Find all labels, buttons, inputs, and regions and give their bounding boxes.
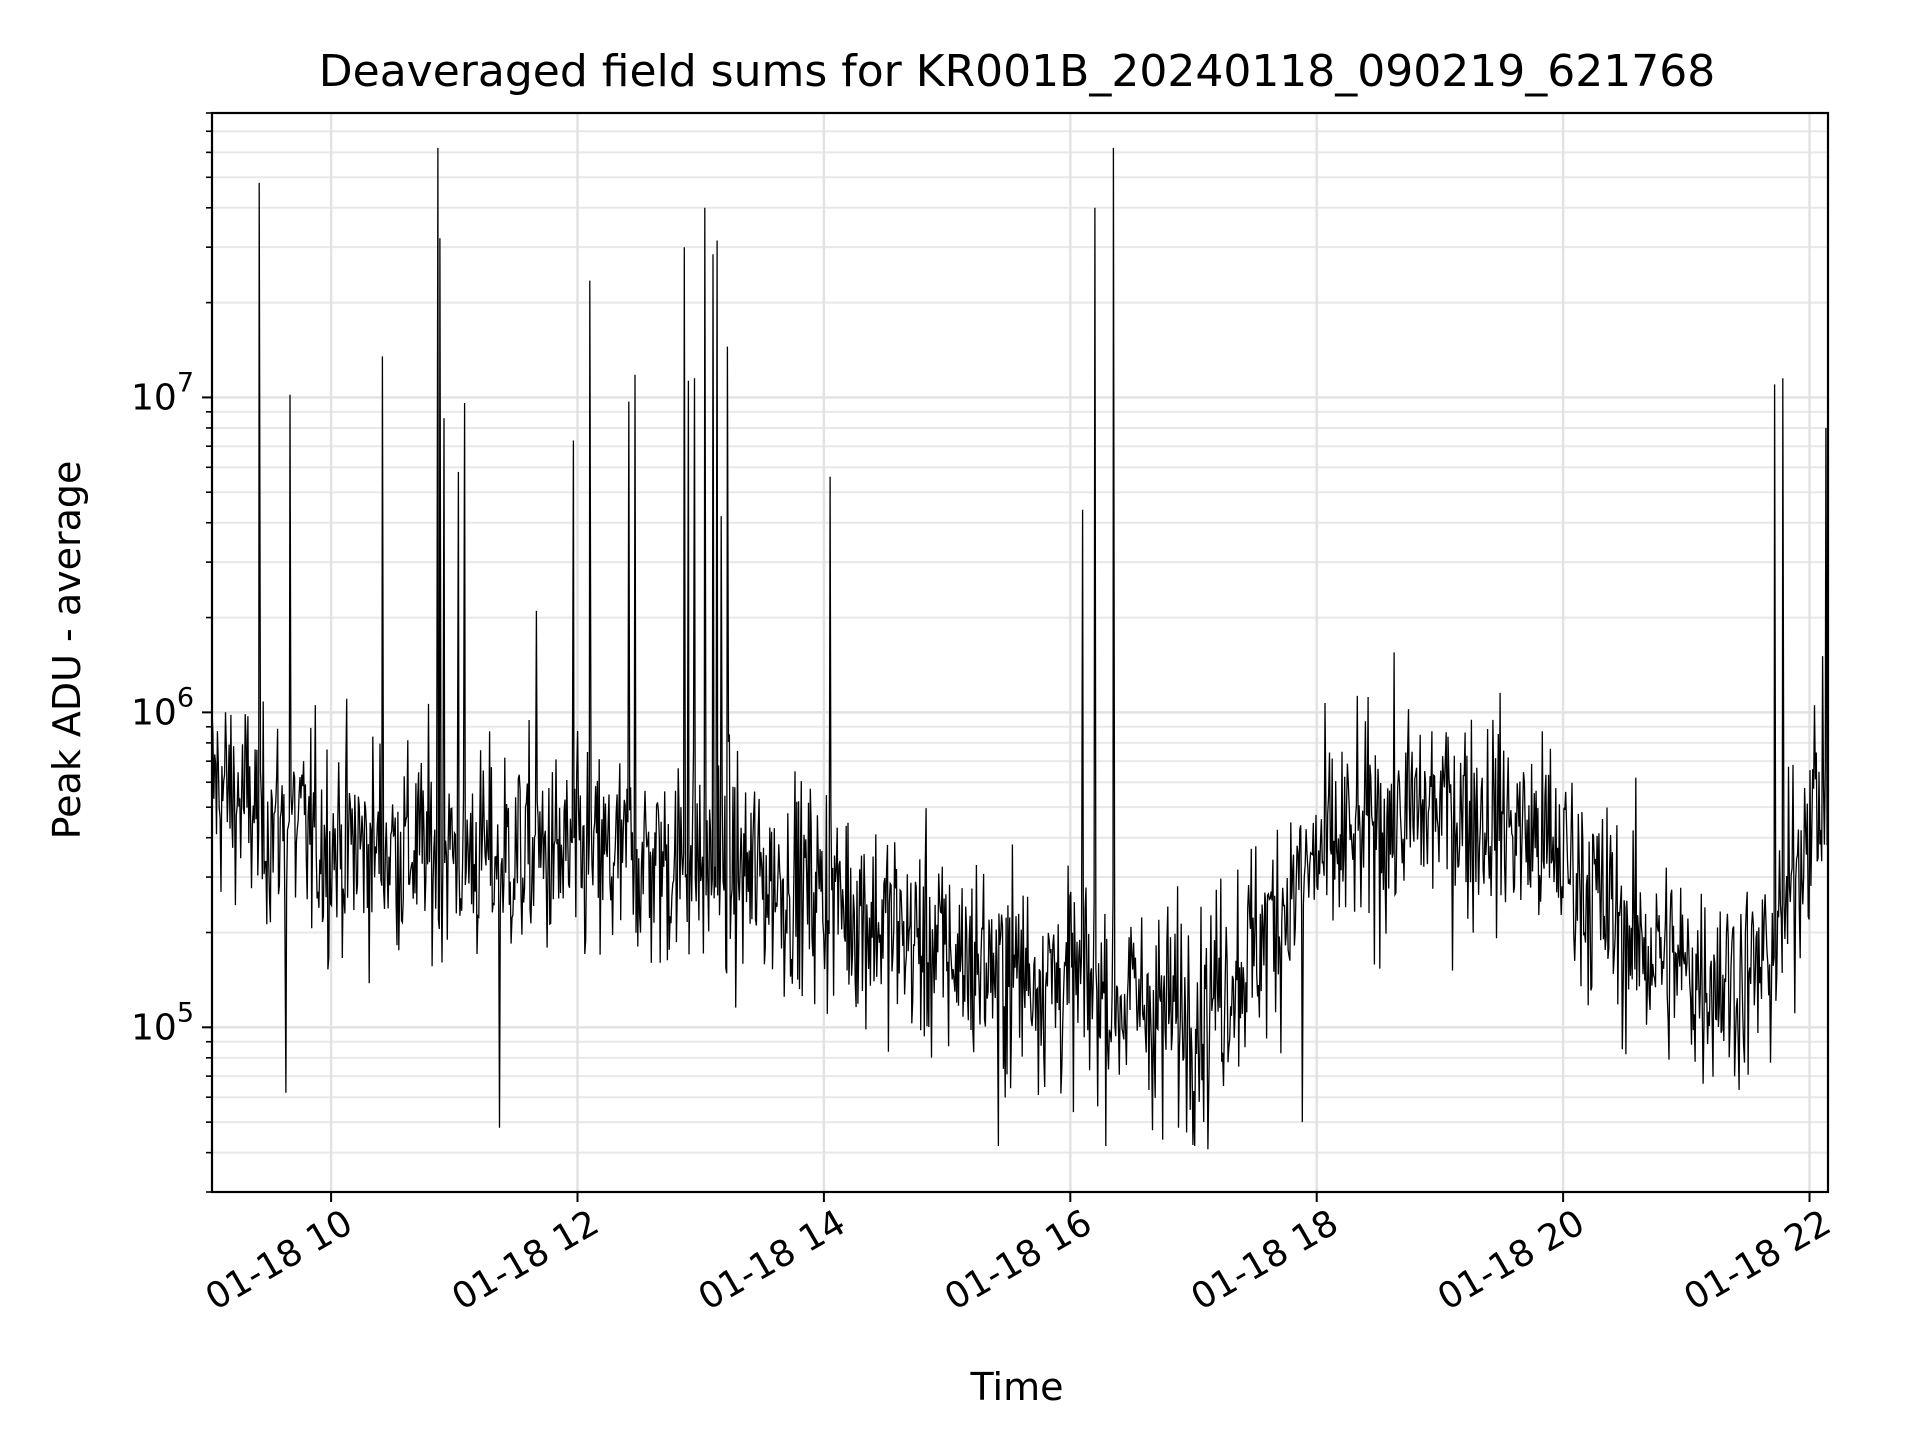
y-tick-label: 106 xyxy=(131,682,194,733)
x-axis-label: Time xyxy=(970,1365,1064,1409)
y-tick-exponent: 5 xyxy=(177,997,194,1028)
x-tick-label: 01-18 12 xyxy=(445,1202,606,1318)
plot-area xyxy=(212,147,1828,1150)
y-tick-base: 10 xyxy=(131,692,177,733)
x-axis: 01-18 10 01-18 12 01-18 14 01-18 16 01-18 18… xyxy=(199,1192,1838,1319)
y-tick-label: 107 xyxy=(131,367,194,418)
x-tick-label: 01-18 14 xyxy=(692,1202,853,1318)
x-tick-label: 01-18 22 xyxy=(1677,1202,1838,1318)
y-tick-label: 105 xyxy=(131,997,194,1048)
x-tick-label: 01-18 18 xyxy=(1185,1202,1346,1318)
x-tick-label: 01-18 20 xyxy=(1431,1202,1592,1318)
y-axis-label: Peak ADU - average xyxy=(45,461,89,840)
axes-frame xyxy=(210,111,1830,1194)
chart-title: Deaveraged field sums for KR001B_2024011… xyxy=(319,46,1715,97)
series-line xyxy=(212,147,1828,1150)
y-tick-exponent: 6 xyxy=(177,682,194,713)
y-tick-exponent: 7 xyxy=(177,367,194,398)
x-tick-label: 01-18 10 xyxy=(199,1202,360,1318)
x-tick-label: 01-18 16 xyxy=(938,1202,1099,1318)
y-tick-base: 10 xyxy=(131,377,177,418)
y-tick-base: 10 xyxy=(131,1007,177,1048)
